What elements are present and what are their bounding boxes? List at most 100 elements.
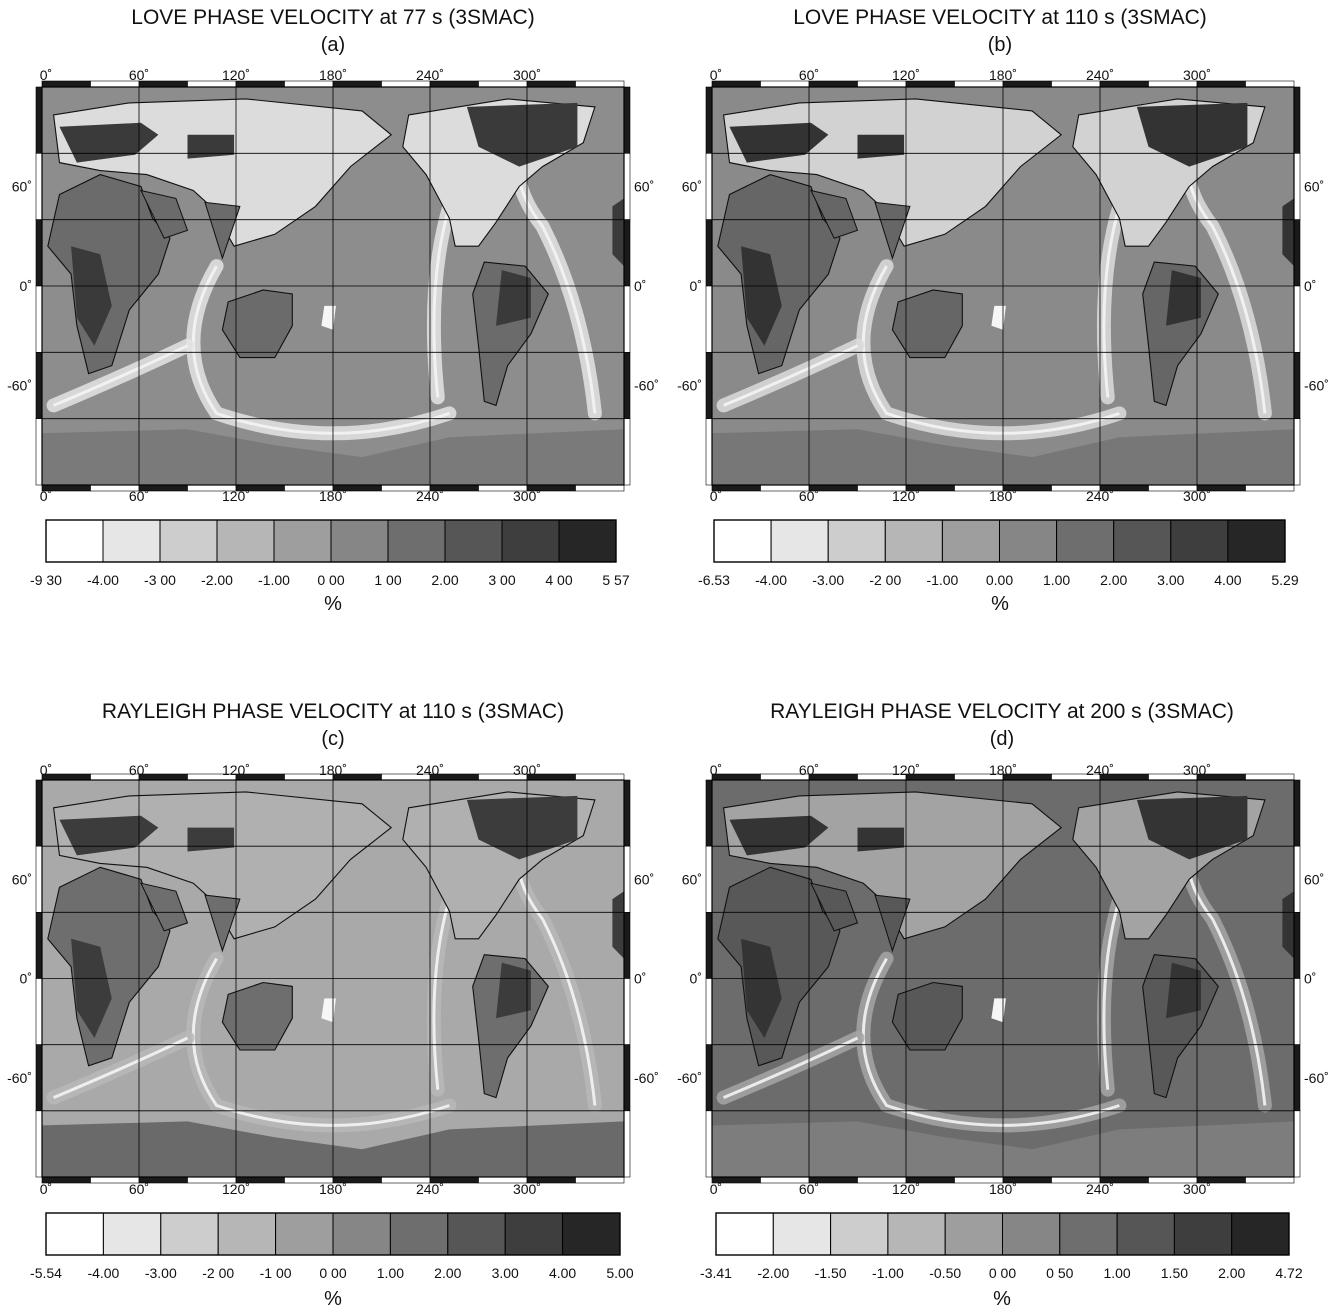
lon-tick-label-bottom: 120˚ (222, 1181, 250, 1197)
frame-segment (705, 352, 713, 419)
lon-tick-label-top: 60˚ (129, 67, 149, 83)
lat-tick-label-left: 0˚ (690, 278, 702, 294)
map-content (712, 87, 1294, 485)
frame-segment (705, 86, 713, 154)
ridge-axis (861, 265, 1120, 435)
unit-label: % (991, 593, 1009, 615)
scale-label: 2.00 (434, 1265, 461, 1281)
scale-label: 1 00 (374, 572, 401, 588)
scale-swatch (387, 519, 446, 563)
scale-swatch (504, 1212, 564, 1256)
baltic-craton (729, 122, 829, 163)
ridge-axis (1102, 205, 1121, 398)
frame-segment (35, 779, 43, 847)
ridge-axis (1102, 898, 1121, 1090)
lon-tick-label-top: 120˚ (222, 67, 250, 83)
frame-segment (623, 418, 631, 486)
frame-segment (575, 484, 625, 492)
panel-label: (b) (988, 34, 1012, 56)
lat-tick-label-left: 60˚ (12, 871, 32, 887)
scale-label: 1.50 (1161, 1265, 1188, 1281)
color-scale: -9 30 -4.00 -3 00 -2.00 -1.00 0 00 1 00 2.00 3 0… (30, 519, 630, 615)
lon-tick-label-bottom: 180˚ (989, 488, 1017, 504)
lat-tick-label-right: -60˚ (634, 378, 659, 394)
lon-tick-label-top: 240˚ (416, 762, 444, 778)
frame-segment (623, 845, 631, 913)
scale-label: 1.00 (1043, 572, 1070, 588)
lon-tick-label-top: 60˚ (799, 762, 819, 778)
frame-segment (35, 845, 43, 913)
africa-region (47, 866, 171, 1067)
scale-swatch (332, 1212, 391, 1256)
color-scale: -6.53 -4.00 -3.00 -2 00 -1.00 0.00 1.00 2.00 3.0… (698, 519, 1299, 615)
india-region (874, 201, 911, 260)
scale-swatch (501, 519, 560, 563)
frame-segment (623, 912, 631, 979)
scale-label: -2.00 (757, 1265, 789, 1281)
scale-swatch (160, 1212, 219, 1256)
frame-segment (623, 352, 631, 419)
canadian-shield (1136, 795, 1248, 860)
frame-segment (35, 978, 43, 1045)
scale-label: -0.50 (929, 1265, 961, 1281)
lon-tick-label-top: 180˚ (989, 67, 1017, 83)
arabia-region (139, 189, 189, 239)
lat-tick-label-right: 60˚ (1304, 179, 1324, 195)
scale-swatch (1002, 1212, 1061, 1256)
scale-label: -1.00 (926, 572, 958, 588)
lon-tick-label-bottom: 60˚ (129, 488, 149, 504)
scale-label: 1.00 (377, 1265, 404, 1281)
lon-tick-label-top: 120˚ (222, 762, 250, 778)
scale-swatch (159, 519, 218, 563)
scale-border (715, 1212, 1290, 1256)
lon-tick-label-top: 180˚ (989, 762, 1017, 778)
lat-tick-label-right: -60˚ (1304, 1070, 1329, 1086)
frame-segment (35, 219, 43, 287)
lat-tick-label-right: 60˚ (634, 871, 654, 887)
map-border (41, 779, 625, 1178)
arabia-region (809, 882, 859, 932)
lon-tick-label-top: 60˚ (129, 762, 149, 778)
lat-tick-label-left: -60˚ (677, 378, 702, 394)
arabia-region (139, 882, 189, 932)
frame-segment (623, 219, 631, 287)
scale-swatch (102, 1212, 162, 1256)
lon-tick-label-top: 60˚ (799, 67, 819, 83)
lon-tick-label-bottom: 180˚ (319, 1181, 347, 1197)
scale-swatch (1116, 1212, 1175, 1256)
scale-swatch (999, 519, 1058, 563)
lon-tick-label-top: 300˚ (513, 762, 541, 778)
panel-title: LOVE PHASE VELOCITY at 77 s (3SMAC) (131, 6, 534, 29)
scale-label: -4.00 (87, 572, 119, 588)
map-content (42, 780, 624, 1177)
lat-tick-label-right: -60˚ (634, 1070, 659, 1086)
frame-segment (705, 1110, 713, 1178)
south-american-craton (1166, 962, 1201, 1019)
map-content (42, 87, 624, 485)
scale-label: 4.00 (549, 1265, 576, 1281)
scale-swatch (273, 519, 332, 563)
edge-craton (612, 891, 624, 959)
scale-label: -3 00 (144, 572, 176, 588)
frame-segment (1293, 418, 1301, 486)
scale-swatch (1056, 519, 1115, 563)
scale-label: -5.54 (30, 1265, 62, 1281)
panel-title: RAYLEIGH PHASE VELOCITY at 110 s (3SMAC) (102, 700, 564, 723)
canadian-shield (466, 795, 578, 860)
australia-region (221, 981, 293, 1051)
frame-segment (35, 285, 43, 353)
lat-tick-label-right: 0˚ (1304, 971, 1316, 987)
map-content (712, 780, 1294, 1177)
frame-segment (1293, 219, 1301, 287)
scale-swatch (1170, 519, 1229, 563)
scale-label: 5.29 (1271, 572, 1298, 588)
lon-tick-label-bottom: 180˚ (989, 1181, 1017, 1197)
lat-tick-label-left: 0˚ (20, 278, 32, 294)
lat-tick-label-left: -60˚ (7, 378, 32, 394)
color-scale: -3.41 -2.00 -1.50 -1.00 -0.50 0 00 0 50 1.00 1.5… (700, 1212, 1303, 1310)
canadian-shield (466, 102, 578, 167)
lon-tick-label-bottom: 0˚ (710, 488, 722, 504)
lat-tick-label-left: 60˚ (12, 179, 32, 195)
lat-tick-label-left: -60˚ (7, 1070, 32, 1086)
